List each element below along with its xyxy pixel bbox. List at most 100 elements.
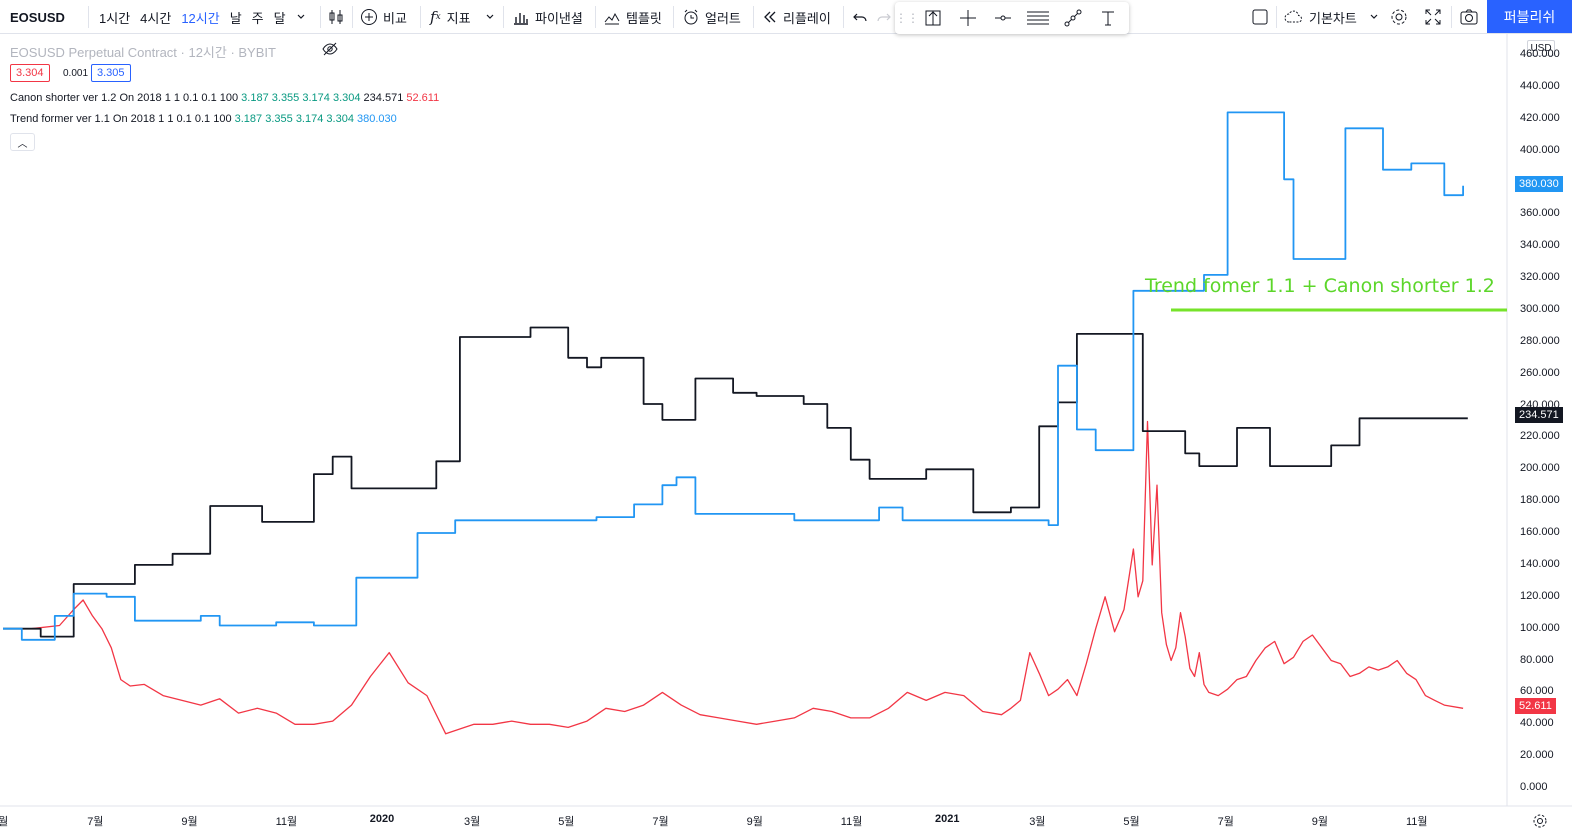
series-line-0[interactable] [3,111,1464,641]
price-value: 52.611 [406,92,440,104]
replay-label: 리플레이 [783,10,831,26]
publish-button[interactable]: 퍼블리쉬 [1487,0,1572,33]
snapshot-button[interactable] [1459,0,1479,34]
time-tick: 11월 [1406,816,1428,828]
divider [1451,6,1452,28]
bid-price[interactable]: 3.304 [10,64,50,82]
chevron-down-icon[interactable] [296,12,306,22]
redo-button[interactable] [876,0,892,34]
symbol-title: EOSUSD Perpetual Contract · 12시간 · BYBIT [10,45,276,60]
collapse-legend-button[interactable]: ︿ [10,133,35,151]
canon-value: 234.571 [363,92,404,104]
interval-day[interactable]: 날 [229,10,242,26]
currency-label[interactable]: USD [1527,40,1555,56]
layout-select[interactable]: 기본차트 [1284,0,1379,34]
settings-button[interactable] [1389,0,1409,34]
price-tick: 220.000 [1520,430,1560,443]
chart-annotation[interactable]: Trend fomer 1.1 + Canon shorter 1.2 [1145,275,1495,297]
price-tick: 360.000 [1520,207,1560,220]
series-line-1[interactable] [3,326,1468,638]
fullscreen-icon [1424,8,1442,26]
divider [843,6,844,28]
trendline-icon [1063,8,1083,28]
time-tick: 2021 [935,813,960,825]
divider [420,6,421,28]
chart-settings-gear-icon[interactable] [1531,812,1551,832]
indicator-legend-trend[interactable]: Trend former ver 1.1 On 2018 1 1 0.1 0.1… [10,113,397,125]
frame-tool-button[interactable] [915,4,950,32]
candlestick-icon [327,8,345,26]
crosshair-tool-button[interactable] [950,4,985,32]
time-tick: 3월 [464,816,481,828]
price-tick: 120.000 [1520,589,1560,602]
layout-toggle-button[interactable] [1251,0,1269,34]
divider [595,6,596,28]
symbol-search[interactable]: EOSUSD [10,9,65,25]
price-tick: 140.000 [1520,557,1560,570]
horizontal-line-icon [993,8,1013,28]
interval-month[interactable]: 달 [273,10,286,26]
price-tick: 180.000 [1520,494,1560,507]
price-tick: 0.000 [1520,781,1548,793]
undo-icon [852,9,868,25]
trendline-tool-button[interactable] [1055,4,1090,32]
alert-button[interactable]: 얼러트 [682,0,741,34]
low-value: 3.174 [295,113,324,125]
fib-tool-button[interactable] [1020,4,1055,32]
price-tick: 440.000 [1520,79,1560,92]
interval-1h[interactable]: 1시간 [99,10,131,26]
price-tick: 200.000 [1520,462,1560,475]
indicators-label: 지표 [446,10,471,26]
alert-label: 얼러트 [705,10,741,26]
drag-handle-icon[interactable]: ⋮⋮ [895,11,919,25]
divider [1276,6,1277,28]
eye-off-icon[interactable] [322,42,338,59]
interval-group: 1시간 4시간 12시간 날 주 달 [99,0,306,34]
drawing-toolbar: ⋮⋮ [895,2,1129,34]
redo-icon [876,9,892,25]
undo-button[interactable] [852,0,868,34]
divider [352,6,353,28]
price-tick: 100.000 [1520,621,1560,634]
ask-price[interactable]: 3.305 [91,64,131,82]
close-value: 3.304 [332,92,361,104]
indicator-legend-canon[interactable]: Canon shorter ver 1.2 On 2018 1 1 0.1 0.… [10,92,439,104]
price-tick: 20.000 [1520,749,1554,762]
financials-button[interactable]: 파이낸셜 [512,0,583,34]
time-tick: 9월 [746,816,763,828]
fullscreen-button[interactable] [1424,0,1442,34]
time-tick: 5월 [0,816,9,828]
alarm-clock-icon [682,8,700,26]
time-tick: 7월 [652,816,669,828]
replay-button[interactable]: 리플레이 [762,0,831,34]
high-value: 3.355 [265,113,293,125]
fib-lines-icon [1026,8,1050,28]
template-icon [603,8,621,26]
horizontal-ray-tool-button[interactable] [985,4,1020,32]
frame-icon [923,8,943,28]
candle-style-button[interactable] [327,0,345,34]
price-tick: 340.000 [1520,239,1560,252]
bar-chart-icon [512,8,530,26]
interval-4h[interactable]: 4시간 [140,10,172,26]
compare-label: 비교 [383,10,407,26]
chevron-down-icon[interactable] [485,12,495,22]
time-tick: 9월 [181,816,198,828]
series-line-2[interactable] [3,420,1464,735]
interval-week[interactable]: 주 [251,10,264,26]
interval-12h[interactable]: 12시간 [181,10,220,26]
chevron-down-icon [1369,12,1379,22]
time-tick: 7월 [87,816,104,828]
text-tool-button[interactable] [1090,4,1125,32]
price-tick: 160.000 [1520,526,1560,539]
price-tick: 280.000 [1520,334,1560,347]
templates-button[interactable]: 템플릿 [603,0,662,34]
price-tick: 320.000 [1520,271,1560,284]
time-tick: 9월 [1311,816,1329,828]
compare-button[interactable]: 비교 [360,0,407,34]
time-tick: 5월 [1123,816,1140,828]
